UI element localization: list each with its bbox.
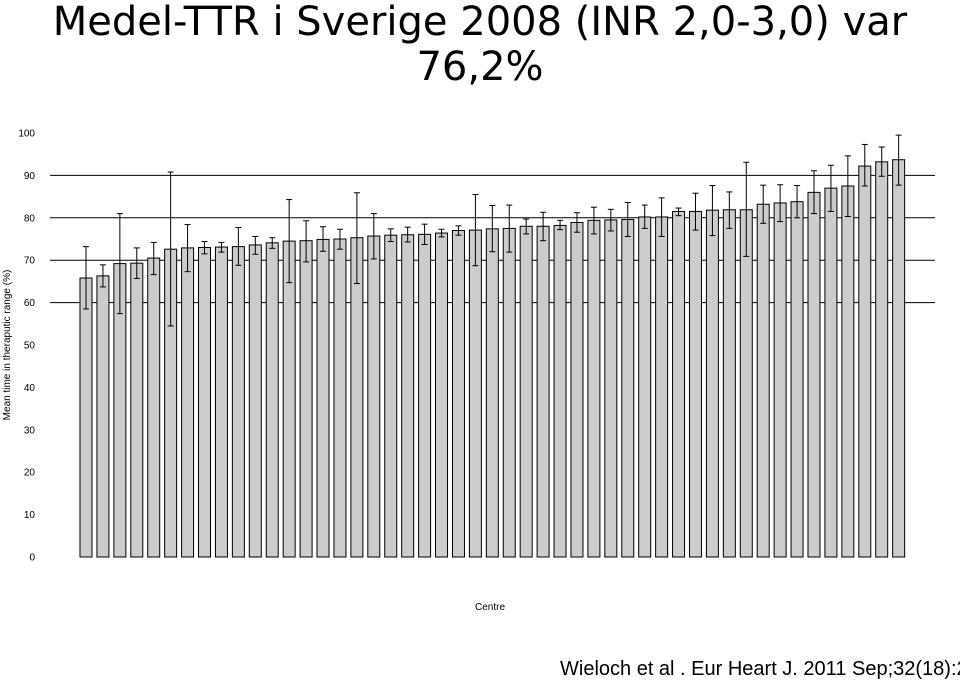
y-axis-ticks: 0 10 20 30 40 50 60 70 80 90 100 bbox=[18, 129, 35, 564]
y-tick-label: 30 bbox=[24, 425, 36, 436]
y-tick-label: 60 bbox=[24, 298, 36, 309]
bar bbox=[570, 221, 584, 558]
bar bbox=[790, 201, 804, 558]
bar bbox=[655, 216, 669, 558]
slide-title-line-1: Medel-TTR i Sverige 2008 (INR 2,0-3,0) v… bbox=[52, 0, 908, 45]
y-tick-label: 20 bbox=[24, 468, 36, 479]
y-tick-label: 80 bbox=[24, 213, 36, 224]
bar bbox=[130, 262, 144, 558]
bar bbox=[181, 247, 195, 558]
bar bbox=[435, 232, 449, 558]
bar bbox=[858, 165, 872, 558]
bar bbox=[367, 235, 381, 558]
bar bbox=[739, 209, 753, 558]
bar bbox=[485, 228, 499, 558]
bar bbox=[147, 257, 161, 558]
bar bbox=[604, 219, 618, 558]
bar bbox=[773, 202, 787, 558]
bar bbox=[316, 238, 330, 558]
bar bbox=[807, 191, 821, 558]
bar bbox=[248, 244, 262, 558]
bar bbox=[418, 233, 432, 558]
bar bbox=[875, 161, 889, 558]
slide-title: Medel-TTR i Sverige 2008 (INR 2,0-3,0) v… bbox=[0, 0, 960, 90]
bar bbox=[502, 227, 516, 558]
bar bbox=[705, 209, 719, 558]
bars bbox=[79, 159, 906, 558]
bar bbox=[231, 246, 245, 558]
bar bbox=[756, 203, 770, 558]
bar bbox=[198, 246, 212, 558]
y-tick-label: 0 bbox=[29, 553, 35, 564]
bar bbox=[333, 238, 347, 558]
bar bbox=[824, 187, 838, 558]
bar bbox=[672, 210, 686, 558]
error-bars bbox=[83, 134, 902, 327]
bar bbox=[350, 237, 364, 558]
bar bbox=[722, 209, 736, 558]
bar bbox=[688, 210, 702, 558]
bar bbox=[282, 240, 296, 558]
bar bbox=[384, 234, 398, 558]
y-tick-label: 40 bbox=[24, 383, 36, 394]
bar bbox=[299, 240, 313, 558]
bar bbox=[451, 230, 465, 558]
bar bbox=[401, 234, 415, 558]
bar bbox=[553, 224, 567, 558]
bar bbox=[79, 277, 93, 558]
bar bbox=[265, 242, 279, 558]
bar bbox=[621, 218, 635, 558]
y-axis-title: Mean time in theraputic range (%) bbox=[2, 270, 13, 421]
bar bbox=[536, 225, 550, 558]
y-tick-label: 100 bbox=[18, 129, 35, 140]
slide-title-line-2: 76,2% bbox=[416, 44, 544, 90]
bar bbox=[892, 159, 906, 558]
y-tick-label: 70 bbox=[24, 256, 36, 267]
bar bbox=[587, 219, 601, 558]
y-tick-label: 90 bbox=[24, 171, 36, 182]
bar bbox=[519, 225, 533, 558]
bar bbox=[841, 185, 855, 558]
bar bbox=[468, 229, 482, 558]
bar bbox=[214, 246, 228, 558]
y-tick-label: 50 bbox=[24, 341, 36, 352]
bar bbox=[96, 275, 110, 558]
bar bbox=[638, 216, 652, 558]
y-tick-label: 10 bbox=[24, 510, 36, 521]
citation: Wieloch et al . Eur Heart J. 2011 Sep;32… bbox=[560, 658, 960, 680]
x-axis-title: Centre bbox=[475, 602, 505, 613]
